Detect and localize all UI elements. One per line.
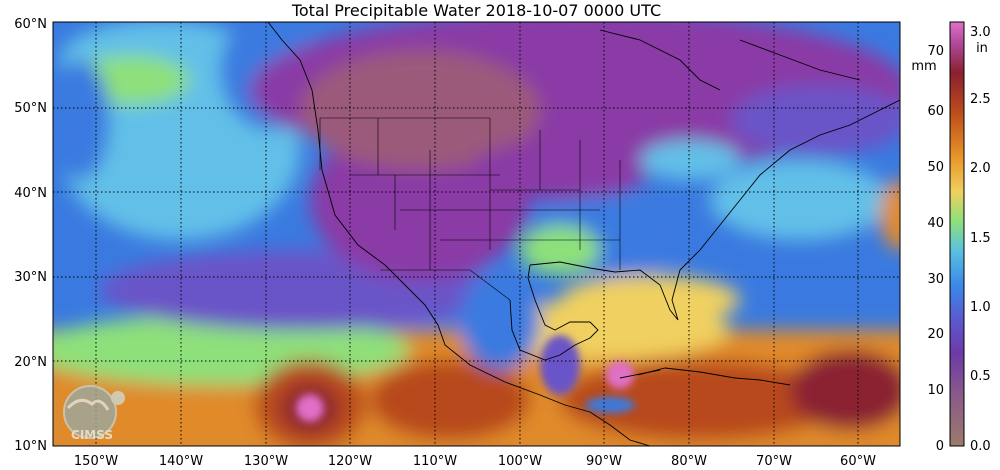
mm-tick: 0 — [936, 439, 944, 454]
in-tick: 0.0 — [970, 439, 991, 454]
lat-label: 50°N — [14, 101, 47, 116]
map-title: Total Precipitable Water 2018-10-07 0000… — [291, 1, 662, 20]
lon-label: 100°W — [498, 454, 542, 469]
colorbar-mm-unit: mm — [911, 59, 936, 74]
lat-label: 20°N — [14, 355, 47, 370]
colorbar-in-unit: in — [976, 41, 988, 56]
lon-label: 90°W — [586, 454, 622, 469]
in-tick: 1.0 — [970, 300, 991, 315]
in-tick: 2.0 — [970, 161, 991, 176]
logo-text: CIMSS — [71, 428, 113, 442]
lat-label: 30°N — [14, 270, 47, 285]
lon-labels: 150°W 140°W 130°W 120°W 110°W 100°W 90°W… — [74, 454, 876, 469]
in-tick: 3.0 — [970, 25, 991, 40]
graticule — [53, 22, 900, 446]
lon-label: 60°W — [840, 454, 876, 469]
mm-tick: 70 — [927, 44, 944, 59]
mm-tick: 30 — [927, 272, 944, 287]
colorbar: mm in 0 10 20 30 40 50 60 70 0.0 0.5 1.0… — [911, 21, 991, 454]
cimss-logo: CIMSS — [63, 385, 125, 442]
tpw-field — [53, 22, 900, 446]
in-tick: 2.5 — [970, 92, 991, 107]
lon-label: 120°W — [328, 454, 372, 469]
lon-label: 140°W — [159, 454, 203, 469]
in-tick: 1.5 — [970, 231, 991, 246]
colorbar-mm-ticks: 0 10 20 30 40 50 60 70 — [927, 44, 944, 454]
coastlines — [267, 22, 900, 446]
lon-label: 110°W — [413, 454, 457, 469]
lon-label: 70°W — [756, 454, 792, 469]
colorbar-in-ticks: 0.0 0.5 1.0 1.5 2.0 2.5 3.0 — [970, 25, 991, 454]
lon-label: 150°W — [74, 454, 118, 469]
lat-label: 60°N — [14, 17, 47, 32]
in-tick: 0.5 — [970, 369, 991, 384]
lat-label: 40°N — [14, 186, 47, 201]
map-frame — [52, 21, 901, 447]
mm-tick: 40 — [927, 216, 944, 231]
lat-labels: 10°N 20°N 30°N 40°N 50°N 60°N — [14, 17, 47, 454]
colorbar-gradient — [949, 21, 965, 447]
political-boundaries — [319, 118, 621, 301]
mm-tick: 20 — [927, 327, 944, 342]
mm-tick: 60 — [927, 104, 944, 119]
lon-label: 130°W — [244, 454, 288, 469]
mm-tick: 10 — [927, 383, 944, 398]
lon-label: 80°W — [671, 454, 707, 469]
lat-label: 10°N — [14, 439, 47, 454]
mm-tick: 50 — [927, 160, 944, 175]
